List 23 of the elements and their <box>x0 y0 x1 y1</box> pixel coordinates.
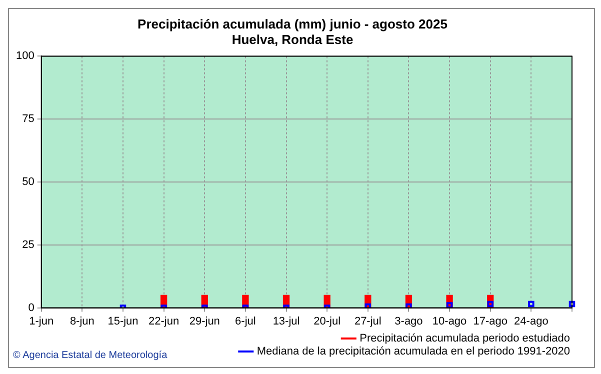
x-tick-label: 15-jun <box>108 315 138 328</box>
x-tick-label: 27-jul <box>354 315 382 328</box>
x-tick-label: 20-jul <box>314 315 341 328</box>
text: © Agencia Estatal de Meteorología <box>13 350 168 361</box>
x-tick-label: 22-jun <box>148 315 180 328</box>
y-tick-label: 0 <box>28 302 34 314</box>
x-tick-label: 10-ago <box>432 315 467 328</box>
chart-title: Precipitación acumulada (mm) junio - agosto 2025 <box>138 16 448 32</box>
y-tick-label: 50 <box>22 176 34 188</box>
legend-label: Mediana de la precipitación acumulada en el periodo 1991-2020 <box>256 346 570 358</box>
x-tick-label: 17-ago <box>473 315 508 328</box>
x-tick-label: 29-jun <box>189 315 220 328</box>
x-tick-label: 24-ago <box>514 315 548 328</box>
x-tick-label: 6-jul <box>235 315 256 328</box>
chart-subtitle: Huelva, Ronda Este <box>232 32 354 47</box>
x-tick-label: 1-jun <box>29 315 54 328</box>
y-tick-label: 25 <box>22 238 34 251</box>
y-tick-label: 100 <box>16 50 34 62</box>
legend-label: Precipitación acumulada periodo estudiado <box>360 332 570 345</box>
x-tick-label: 8-jun <box>70 315 94 328</box>
x-tick-label: 13-jul <box>272 315 300 328</box>
x-tick-label: 3-ago <box>394 315 423 328</box>
y-tick-label: 75 <box>22 113 34 126</box>
